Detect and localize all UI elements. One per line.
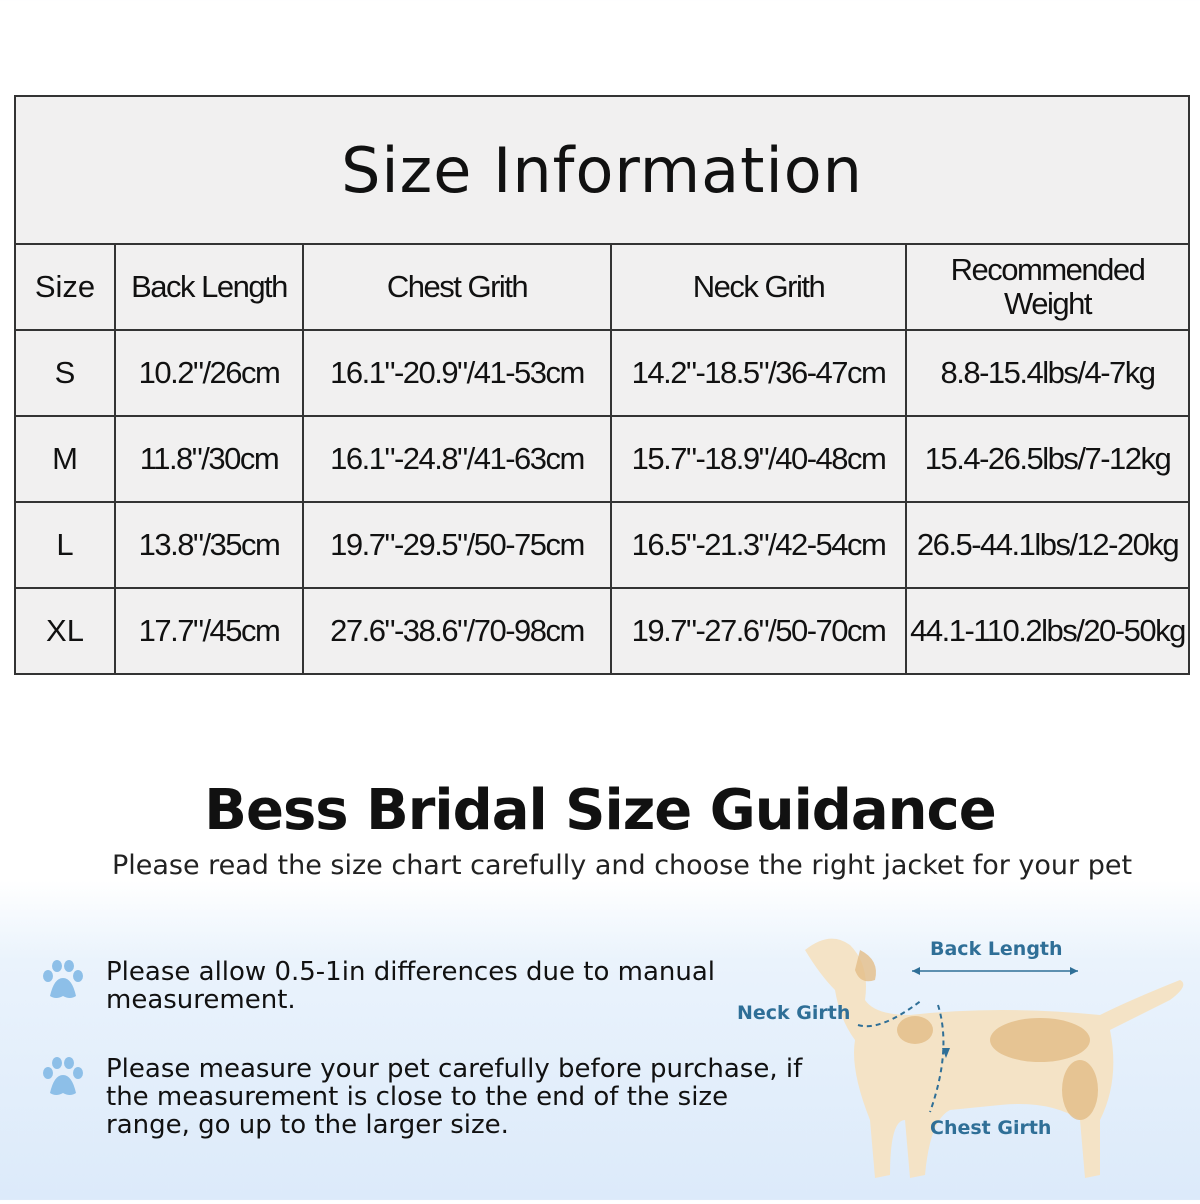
dog-diagram: Back Length Neck Girth Chest Girth: [700, 920, 1200, 1200]
header-cell: Size: [16, 245, 116, 329]
table-cell: 10.2"/26cm: [116, 331, 304, 415]
size-cell: XL: [16, 589, 116, 673]
table-cell: 15.4-26.5lbs/7-12kg: [924, 440, 1172, 476]
table-cell: 13.8"/35cm: [116, 503, 304, 587]
chest-girth-label: Chest Girth: [930, 1117, 1052, 1139]
table-row: S 10.2"/26cm 16.1"-20.9"/41-53cm 14.2"-18.5…: [16, 331, 1188, 417]
neck-girth-label: Neck Girth: [737, 1002, 851, 1024]
size-cell: M: [16, 417, 116, 501]
size-table: Size Information Size Back Length Chest …: [14, 95, 1190, 675]
size-cell: L: [16, 503, 116, 587]
table-cell: 14.2"-18.5"/36-47cm: [612, 331, 907, 415]
table-row: XL 17.7"/45cm 27.6"-38.6"/70-98cm 19.7"-27.…: [16, 589, 1188, 673]
table-title: Size Information: [16, 97, 1188, 245]
table-cell: 44.1-110.2lbs/20-50kg: [910, 612, 1186, 648]
dog-illustration: [805, 938, 1184, 1178]
table-cell: 16.1"-24.8"/41-63cm: [304, 417, 612, 501]
paw-icon: [43, 960, 83, 998]
table-cell: 16.5"-21.3"/42-54cm: [612, 503, 907, 587]
header-cell: Neck Grith: [612, 245, 907, 329]
header-cell: Chest Grith: [304, 245, 612, 329]
header-cell: Recommended Weight: [950, 251, 1146, 321]
table-header-row: Size Back Length Chest Grith Neck Grith …: [16, 245, 1188, 331]
guidance-title: Bess Bridal Size Guidance: [204, 778, 996, 843]
bullet-text: Please measure your pet carefully before…: [106, 1054, 803, 1140]
table-cell: 15.7"-18.9"/40-48cm: [612, 417, 907, 501]
table-cell: 16.1"-20.9"/41-53cm: [304, 331, 612, 415]
table-cell: 26.5-44.1lbs/12-20kg: [916, 526, 1180, 562]
table-cell: 11.8"/30cm: [116, 417, 304, 501]
header-cell: Back Length: [116, 245, 304, 329]
bullet-item: Please allow 0.5-1in differences due to …: [40, 958, 746, 1014]
table-row: L 13.8"/35cm 19.7"-29.5"/50-75cm 16.5"-21.3…: [16, 503, 1188, 589]
table-cell: 17.7"/45cm: [116, 589, 304, 673]
paw-icon: [43, 1057, 83, 1095]
guidance-subtitle: Please read the size chart carefully and…: [111, 850, 1133, 881]
table-cell: 19.7"-29.5"/50-75cm: [304, 503, 612, 587]
table-cell: 8.8-15.4lbs/4-7kg: [940, 354, 1156, 390]
size-cell: S: [16, 331, 116, 415]
bullet-item: Please measure your pet carefully before…: [40, 1055, 806, 1139]
table-cell: 27.6"-38.6"/70-98cm: [304, 589, 612, 673]
back-length-label: Back Length: [930, 938, 1063, 960]
table-row: M 11.8"/30cm 16.1"-24.8"/41-63cm 15.7"-18.9…: [16, 417, 1188, 503]
bullet-text: Please allow 0.5-1in differences due to …: [106, 957, 716, 1015]
table-cell: 19.7"-27.6"/50-70cm: [612, 589, 907, 673]
